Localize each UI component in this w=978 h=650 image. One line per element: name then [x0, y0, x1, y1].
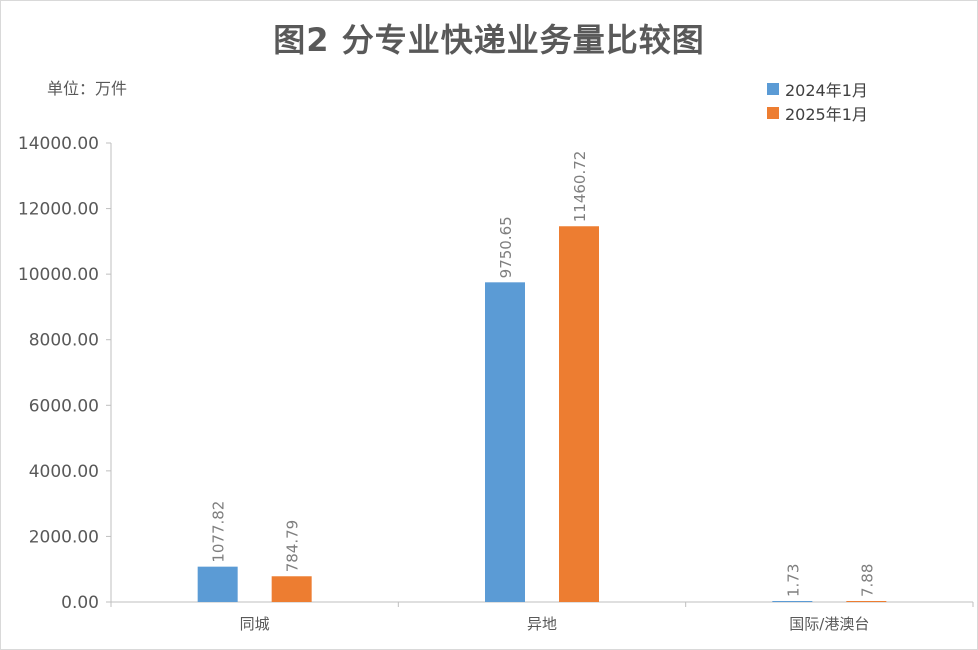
legend-label-2024: 2024年1月	[785, 81, 868, 100]
legend-item-2024: 2024年1月	[767, 77, 868, 101]
data-label: 9750.65	[497, 216, 515, 278]
x-category-label: 同城	[240, 615, 270, 633]
bar	[271, 576, 312, 602]
y-tick-label: 6000.00	[29, 396, 99, 416]
legend-swatch-2024	[767, 83, 779, 95]
data-label: 11460.72	[571, 151, 589, 223]
chart-title: 图2 分专业快递业务量比较图	[273, 21, 705, 59]
unit-label: 单位：万件	[47, 79, 128, 98]
data-label: 784.79	[284, 520, 302, 573]
y-tick-label: 12000.00	[18, 200, 99, 220]
y-tick-label: 14000.00	[18, 134, 99, 154]
x-category-label: 国际/港澳台	[789, 615, 869, 633]
bar	[846, 601, 887, 602]
y-tick-label: 8000.00	[29, 331, 99, 351]
bar	[772, 601, 813, 602]
bar	[559, 226, 599, 602]
legend-swatch-2025	[767, 107, 779, 119]
y-tick-label: 4000.00	[29, 462, 99, 482]
y-tick-label: 0.00	[61, 593, 99, 613]
x-category-label: 异地	[527, 615, 557, 633]
y-tick-label: 10000.00	[18, 265, 99, 285]
data-label: 1.73	[784, 564, 802, 597]
bar	[485, 282, 525, 602]
bar	[197, 566, 238, 602]
legend-label-2025: 2025年1月	[785, 105, 868, 124]
data-label: 1077.82	[210, 501, 228, 563]
legend: 2024年1月 2025年1月	[767, 77, 868, 125]
y-tick-label: 2000.00	[29, 527, 99, 547]
legend-item-2025: 2025年1月	[767, 101, 868, 125]
data-label: 7.88	[858, 564, 876, 597]
